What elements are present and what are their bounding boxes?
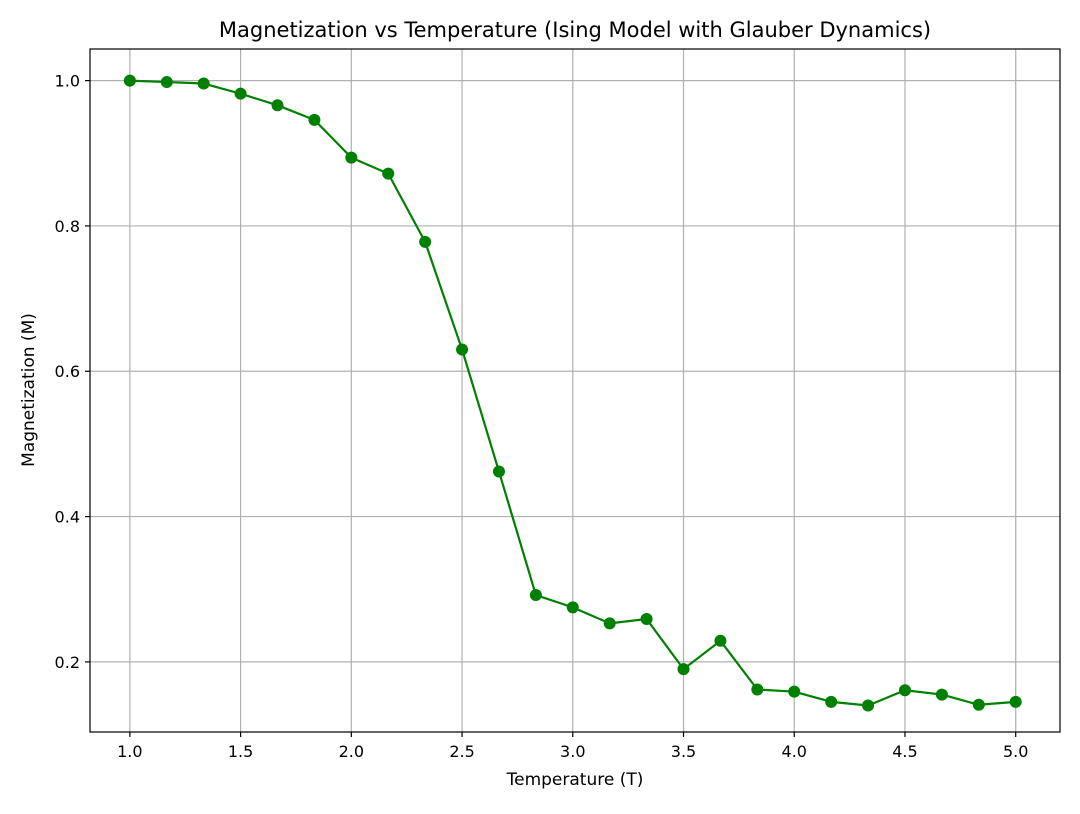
axes-frame [89,48,1061,733]
data-point [751,683,764,696]
data-point [123,74,136,87]
y-tick-label: 1.0 [55,72,80,91]
data-point [825,695,838,708]
data-point [1009,695,1022,708]
x-tick-label: 4.0 [782,742,807,761]
x-tick-label: 4.5 [892,742,917,761]
x-axis-ticks: 1.0 1.5 2.0 2.5 3.0 3.5 4.0 4.5 5.0 [117,732,1028,761]
series-layer [123,74,1022,712]
y-tick-label: 0.2 [55,653,80,672]
grid [90,49,1060,732]
data-point [271,99,284,112]
x-tick-label: 1.5 [228,742,253,761]
data-point [898,684,911,697]
data-point [345,151,358,164]
data-point [308,113,321,126]
data-point [234,87,247,100]
y-tick-label: 0.8 [55,217,80,236]
data-point [603,617,616,630]
y-tick-label: 0.6 [55,362,80,381]
data-point [382,167,395,180]
data-point [197,77,210,90]
data-point [677,663,690,676]
data-point [529,589,542,602]
data-point [640,613,653,626]
y-tick-label: 0.4 [55,508,80,527]
data-point [972,698,985,711]
data-point [419,235,432,248]
data-point [935,688,948,701]
chart-title: Magnetization vs Temperature (Ising Mode… [219,18,931,42]
x-axis-label: Temperature (T) [506,770,644,790]
data-point [492,465,505,478]
x-tick-label: 2.5 [449,742,474,761]
x-tick-label: 1.0 [117,742,142,761]
data-point [788,685,801,698]
x-tick-label: 3.0 [560,742,585,761]
data-point [714,634,727,647]
data-point [566,601,579,614]
y-axis-ticks: 0.2 0.4 0.6 0.8 1.0 [55,72,90,672]
data-point [862,699,875,712]
data-point [456,343,469,356]
y-axis-label: Magnetization (M) [19,313,39,467]
data-point [160,76,173,89]
x-tick-label: 3.5 [671,742,696,761]
x-tick-label: 2.0 [339,742,364,761]
x-tick-label: 5.0 [1003,742,1028,761]
